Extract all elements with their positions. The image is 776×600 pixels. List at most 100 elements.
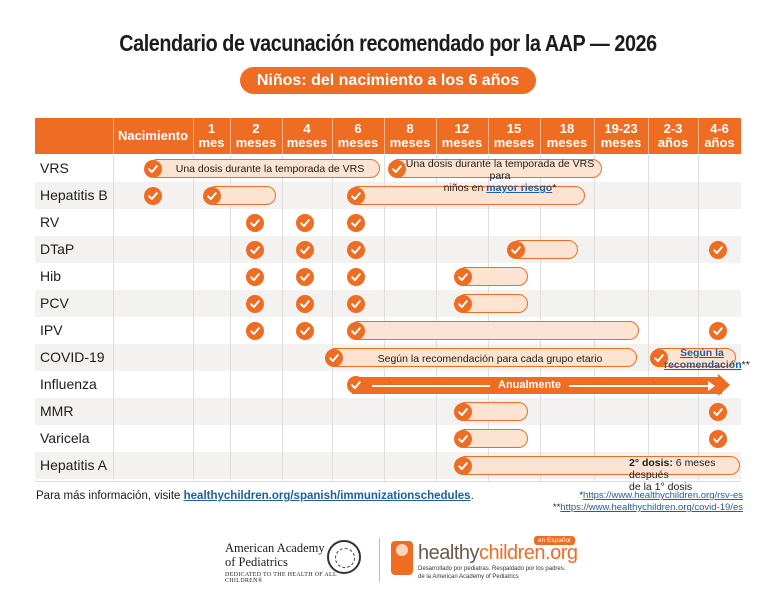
check-icon	[246, 213, 264, 232]
check-icon	[144, 186, 162, 205]
check-icon	[709, 321, 727, 340]
column-header-line1: 19-23	[604, 121, 638, 136]
table-row	[35, 290, 741, 317]
family-icon	[391, 541, 413, 575]
column-divider	[540, 155, 541, 481]
hc-tag-line2: de la American Academy of Pediatrics	[418, 573, 519, 580]
column-header-line1: 15	[506, 121, 522, 136]
footnote-rsv: *https://www.healthychildren.org/rsv-es	[579, 490, 743, 501]
covid-recommendation-link[interactable]: recomendación	[664, 359, 742, 371]
logo-divider	[379, 538, 380, 582]
check-icon	[325, 348, 343, 367]
column-header-line1: Nacimiento	[117, 128, 189, 143]
check-icon	[246, 321, 264, 340]
footnote-rsv-link[interactable]: https://www.healthychildren.org/rsv-es	[583, 490, 743, 501]
vaccine-name: DTaP	[40, 241, 75, 257]
table-bottom-line	[35, 481, 741, 482]
header-divider	[594, 118, 595, 154]
check-icon	[347, 213, 365, 232]
influenza-flu-arrow	[718, 374, 730, 396]
high-risk-link[interactable]: mayor riesgo	[486, 182, 553, 194]
check-icon	[347, 240, 365, 259]
check-icon	[296, 321, 314, 340]
column-header-line1: 2-3	[663, 121, 683, 136]
check-icon	[709, 429, 727, 448]
check-icon	[347, 321, 365, 340]
check-icon	[454, 402, 472, 421]
footnote-mark: *	[579, 490, 584, 501]
hc-part1: healthy	[418, 542, 480, 564]
covid-age-text: Según la recomendación**	[664, 347, 750, 371]
info-link[interactable]: healthychildren.org/spanish/immunization…	[183, 490, 471, 502]
column-header-line2: meses	[546, 135, 588, 150]
table-row	[35, 263, 741, 290]
column-header-line1: 1	[207, 121, 216, 136]
footnote-covid-link[interactable]: https://www.healthychildren.org/covid-19…	[560, 502, 743, 513]
column-divider	[332, 155, 333, 481]
column-divider	[384, 155, 385, 481]
header-divider	[436, 118, 437, 154]
column-divider	[648, 155, 649, 481]
vrs-season-text: Una dosis durante la temporada de VRS	[165, 163, 375, 175]
check-icon	[296, 213, 314, 232]
vrs-high-risk-line1: Una dosis durante la temporada de VRS pa…	[405, 158, 595, 182]
hc-part2: children.org	[479, 542, 578, 564]
footnote-mark: **	[552, 502, 561, 513]
column-divider	[594, 155, 595, 481]
check-icon	[454, 429, 472, 448]
aap-logo: American Academy of Pediatrics DEDICATED…	[225, 541, 365, 586]
table-row	[35, 398, 741, 425]
influenza-note: Anualmente	[490, 379, 569, 392]
column-header-line1: 4-6	[710, 121, 729, 136]
table-row	[35, 425, 741, 452]
header-divider	[540, 118, 541, 154]
hepa-line2: de la 1° dosis	[629, 481, 693, 493]
header-divider	[698, 118, 699, 154]
vaccine-name: RV	[40, 214, 60, 230]
header-divider	[648, 118, 649, 154]
covid-suffix: **	[741, 359, 750, 371]
vaccine-name: COVID-19	[40, 349, 105, 365]
column-header: 2 meses	[230, 118, 282, 154]
vaccine-name: MMR	[40, 403, 74, 419]
column-header: 18 meses	[540, 118, 594, 154]
column-divider	[193, 155, 194, 481]
healthychildren-logo: healthychildren.org	[418, 542, 578, 565]
column-header-line2: años	[704, 135, 735, 150]
vrs-high-risk-prefix: niños en	[443, 182, 487, 194]
vaccine-name: IPV	[40, 322, 63, 338]
check-icon	[144, 159, 162, 178]
column-divider	[113, 155, 114, 481]
column-header-line1: 4	[303, 121, 311, 136]
column-header-line1: 18	[559, 121, 575, 136]
check-icon	[347, 294, 365, 313]
column-header-line1: 12	[454, 121, 470, 136]
column-divider	[436, 155, 437, 481]
header-divider	[488, 118, 489, 154]
healthychildren-tagline: Desarrollado por pediatras. Respaldado p…	[418, 566, 588, 581]
header-divider	[332, 118, 333, 154]
vrs-season-note: Una dosis durante la temporada de VRS	[175, 163, 365, 175]
vaccine-name: Hepatitis B	[40, 187, 108, 203]
info-prefix: Para más información, visite	[36, 490, 184, 502]
check-icon	[454, 294, 472, 313]
check-icon	[296, 294, 314, 313]
check-icon	[650, 348, 668, 367]
vrs-high-risk-text: Una dosis durante la temporada de VRS pa…	[400, 158, 600, 194]
column-divider	[488, 155, 489, 481]
column-header-line2: meses	[493, 135, 535, 150]
column-header: 15 meses	[488, 118, 540, 154]
header-divider	[113, 118, 114, 154]
page-title: Calendario de vacunación recomendado por…	[119, 30, 657, 56]
column-header: Nacimiento	[113, 118, 193, 154]
covid-recommendation-link[interactable]: Según la	[680, 347, 724, 359]
column-header: 12 meses	[436, 118, 488, 154]
covid-note: Según la recomendación para cada grupo e…	[377, 353, 603, 365]
check-icon	[709, 240, 727, 259]
column-header: 4-6 años	[698, 118, 741, 154]
en-espanol-badge: en Español	[534, 536, 575, 545]
table-row	[35, 209, 741, 236]
check-icon	[246, 267, 264, 286]
check-icon	[388, 159, 406, 178]
hepa-bold: 2° dosis:	[629, 457, 673, 469]
